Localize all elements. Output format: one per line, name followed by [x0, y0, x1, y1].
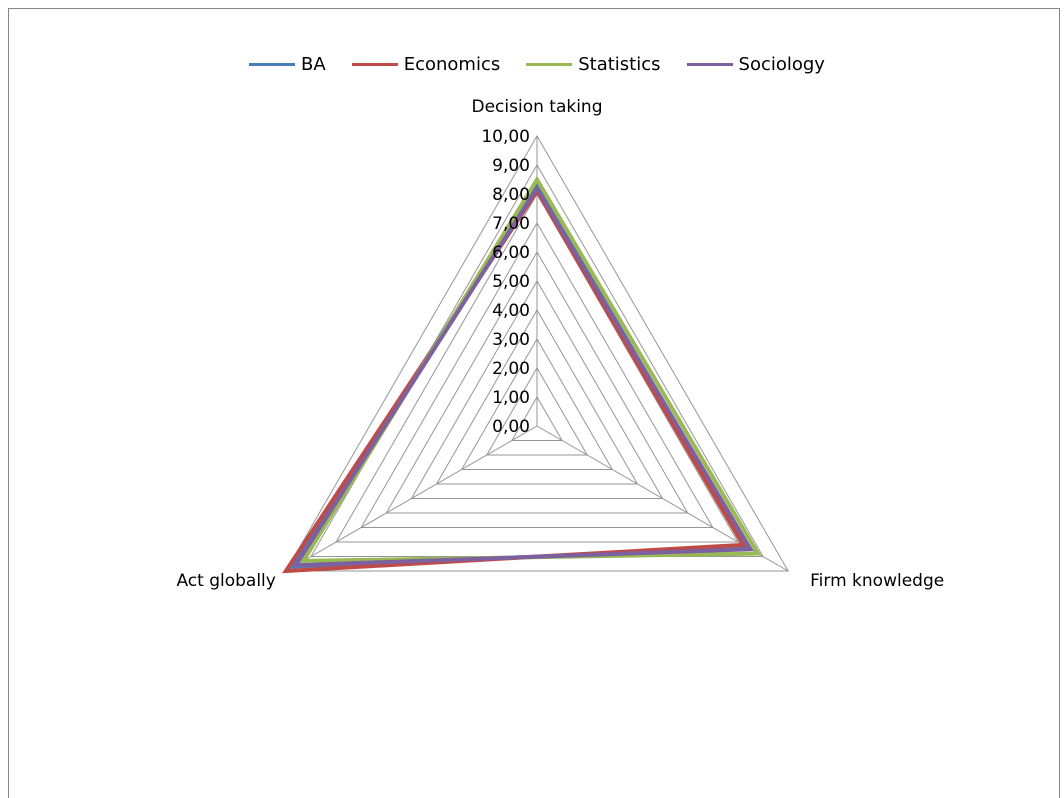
radar-tick-labels: 0,00 1,00 2,00 3,00 4,00 5,00 6,00 7,00 8,00 9,00… [481, 127, 530, 437]
grid-ring-10 [284, 134, 790, 572]
series-line-sociology [292, 184, 754, 568]
tick-label-9: 9,00 [492, 156, 530, 176]
tick-label-7: 7,00 [492, 214, 530, 234]
axis-label-act-globally: Act globally [176, 571, 275, 591]
grid-spoke-2 [285, 425, 538, 572]
radar-series [281, 175, 762, 574]
radar-grid [284, 134, 790, 572]
axis-label-firm-knowledge: Firm knowledge [810, 571, 944, 591]
grid-ring-2 [485, 367, 589, 456]
axis-label-decision-taking: Decision taking [472, 97, 603, 117]
legend-swatch-statistics [526, 62, 573, 66]
legend-swatch-economics [351, 62, 398, 66]
legend-item-sociology: Sociology [686, 53, 825, 75]
legend-swatch-sociology [686, 62, 733, 66]
legend-label-sociology: Sociology [738, 53, 825, 75]
grid-ring-4 [435, 308, 639, 485]
tick-label-3: 3,00 [492, 330, 530, 350]
legend-label-economics: Economics [403, 53, 501, 75]
tick-label-2: 2,00 [492, 359, 530, 379]
tick-label-4: 4,00 [492, 301, 530, 321]
legend-label-statistics: Statistics [578, 53, 661, 75]
tick-label-0: 0,00 [492, 417, 530, 437]
grid-ring-7 [360, 222, 714, 528]
grid-ring-8 [335, 193, 739, 543]
legend: BA Economics Statistics Sociology [0, 52, 1064, 76]
grid-ring-6 [385, 250, 689, 514]
legend-item-ba: BA [249, 54, 326, 75]
grid-ring-5 [410, 279, 664, 499]
series-line-statistics [299, 175, 762, 563]
tick-label-5: 5,00 [492, 272, 530, 292]
tick-label-1: 1,00 [492, 388, 530, 408]
tick-label-6: 6,00 [492, 243, 530, 263]
legend-item-economics: Economics [351, 53, 501, 75]
radar-axis-labels: Decision taking Firm knowledge Act globall… [176, 97, 944, 591]
grid-ring-1 [511, 396, 563, 441]
grid-ring-3 [460, 338, 614, 470]
tick-label-10: 10,00 [481, 127, 530, 147]
tick-label-8: 8,00 [492, 185, 530, 205]
legend-label-ba: BA [301, 53, 326, 75]
legend-swatch-ba [249, 62, 296, 66]
legend-item-statistics: Statistics [526, 53, 661, 75]
